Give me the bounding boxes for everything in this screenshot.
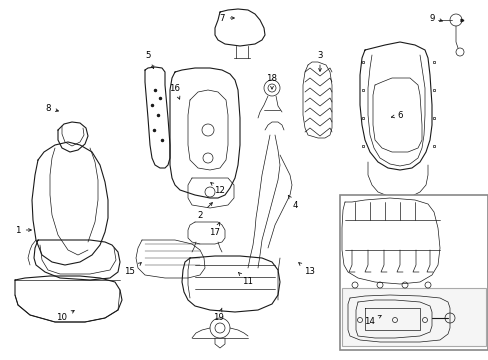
Text: 1: 1 [15, 225, 31, 234]
Bar [339, 195, 487, 350]
Text: 16: 16 [169, 84, 180, 99]
Text: 8: 8 [45, 104, 58, 113]
Text: 5: 5 [145, 50, 154, 68]
Text: 18: 18 [266, 73, 277, 89]
Text: 10: 10 [57, 310, 74, 323]
Text: 11: 11 [238, 273, 253, 287]
Text: 14: 14 [364, 315, 381, 327]
Text: 4: 4 [288, 195, 297, 210]
Text: 15: 15 [124, 262, 141, 276]
Text: 9: 9 [428, 14, 442, 23]
Text: 6: 6 [391, 111, 402, 120]
Text: 13: 13 [298, 262, 315, 276]
Text: 17: 17 [209, 222, 220, 237]
Text: 3: 3 [317, 50, 322, 71]
Text: 7: 7 [219, 14, 234, 23]
Bar [341, 288, 485, 346]
Text: 12: 12 [210, 183, 225, 194]
Text: 2: 2 [197, 203, 212, 220]
Text: 19: 19 [212, 308, 223, 323]
